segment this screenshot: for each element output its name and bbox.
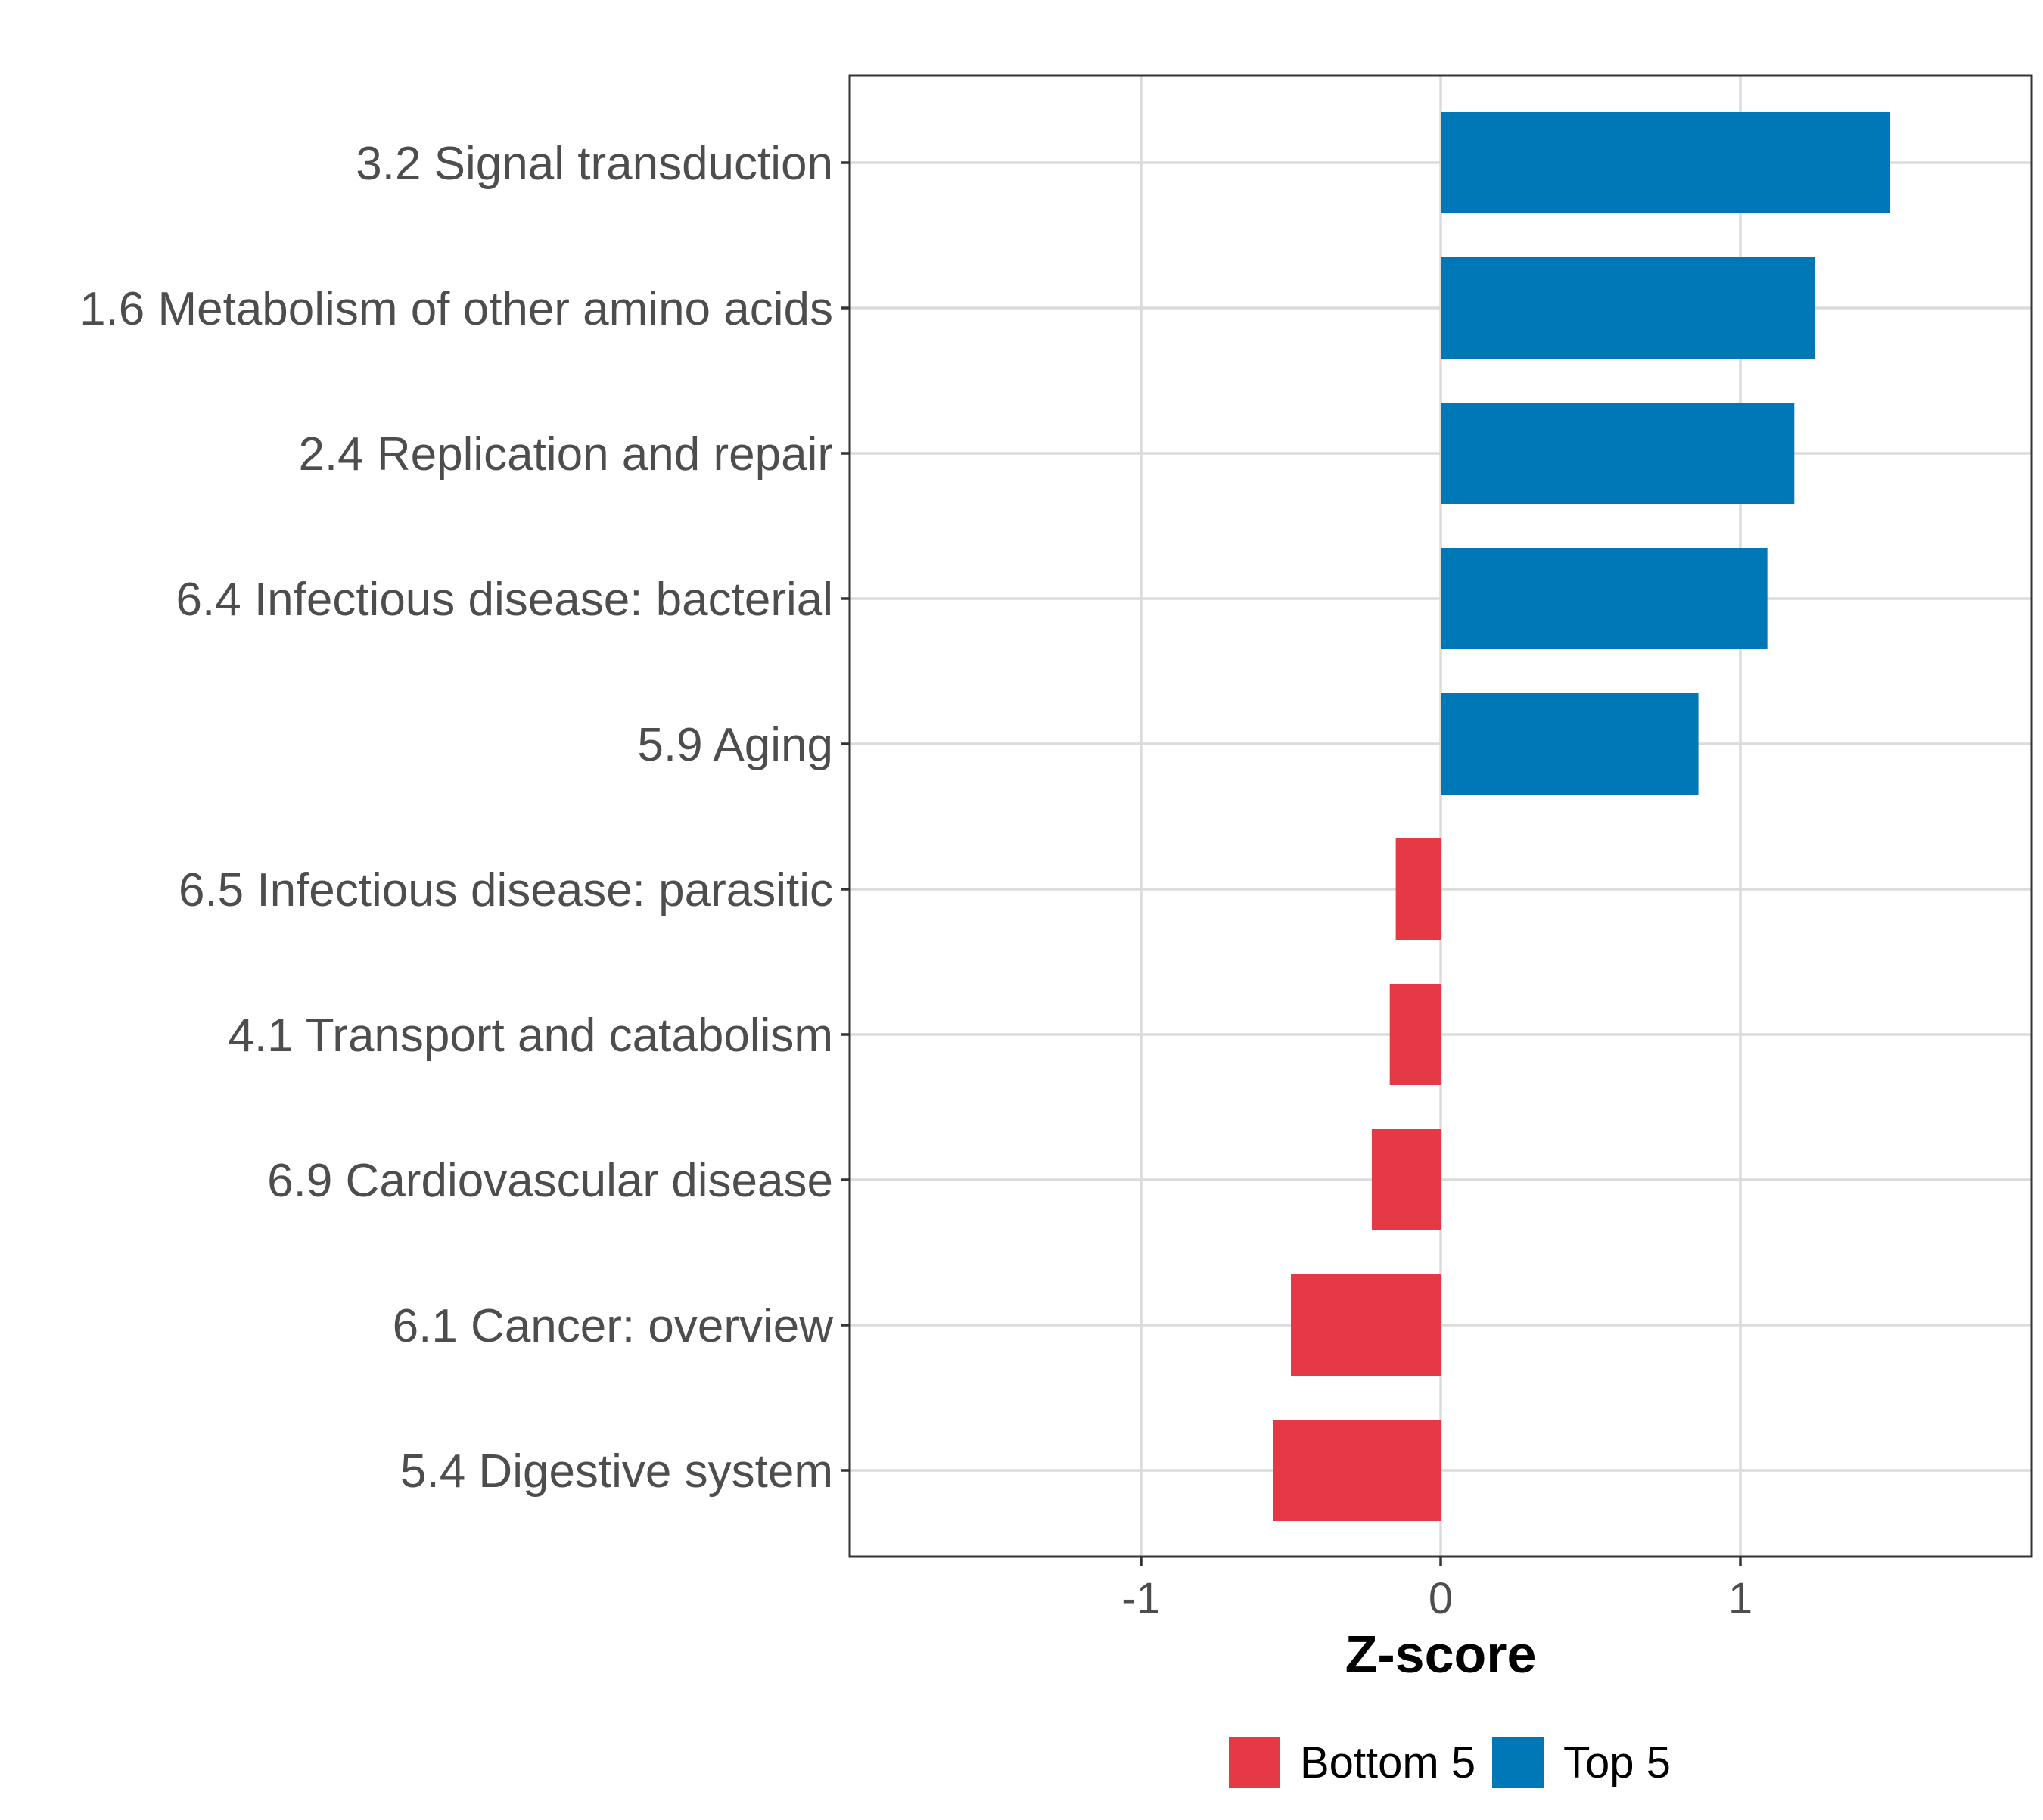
y-tick-label: 4.1 Transport and catabolism <box>228 1010 833 1062</box>
legend-label: Bottom 5 <box>1300 1738 1476 1787</box>
y-tick-label: 6.1 Cancer: overview <box>393 1300 834 1352</box>
legend-swatch <box>1229 1737 1280 1788</box>
x-axis: -1 0 1 <box>1121 1557 1752 1623</box>
legend-swatch <box>1492 1737 1544 1788</box>
bar <box>1395 838 1441 940</box>
y-tick-label: 6.9 Cardiovascular disease <box>267 1155 833 1207</box>
bar <box>1371 1129 1441 1230</box>
y-tick-label: 6.5 Infectious disease: parasitic <box>179 864 833 916</box>
x-axis-title: Z-score <box>1345 1625 1537 1684</box>
y-axis: 3.2 Signal transduction 1.6 Metabolism of… <box>79 138 850 1498</box>
y-tick-label: 2.4 Replication and repair <box>298 428 833 481</box>
bar <box>1441 693 1699 795</box>
y-tick-label: 6.4 Infectious disease: bacterial <box>176 574 833 626</box>
bar <box>1441 548 1768 649</box>
y-tick-label: 5.9 Aging <box>637 719 833 771</box>
x-tick-label: 0 <box>1429 1574 1453 1623</box>
bars <box>1273 112 1890 1521</box>
x-tick-label: 1 <box>1728 1574 1752 1623</box>
y-tick-label: 5.4 Digestive system <box>400 1445 833 1498</box>
bar <box>1273 1420 1441 1521</box>
legend: Bottom 5 Top 5 <box>1229 1737 1671 1788</box>
bar <box>1389 984 1441 1085</box>
bar <box>1441 257 1815 359</box>
legend-label: Top 5 <box>1563 1738 1671 1787</box>
y-tick-label: 3.2 Signal transduction <box>356 138 833 190</box>
x-tick-label: -1 <box>1121 1574 1161 1623</box>
bar <box>1441 112 1890 213</box>
y-tick-label: 1.6 Metabolism of other amino acids <box>79 283 833 335</box>
bar <box>1291 1274 1441 1376</box>
bar <box>1441 403 1795 504</box>
